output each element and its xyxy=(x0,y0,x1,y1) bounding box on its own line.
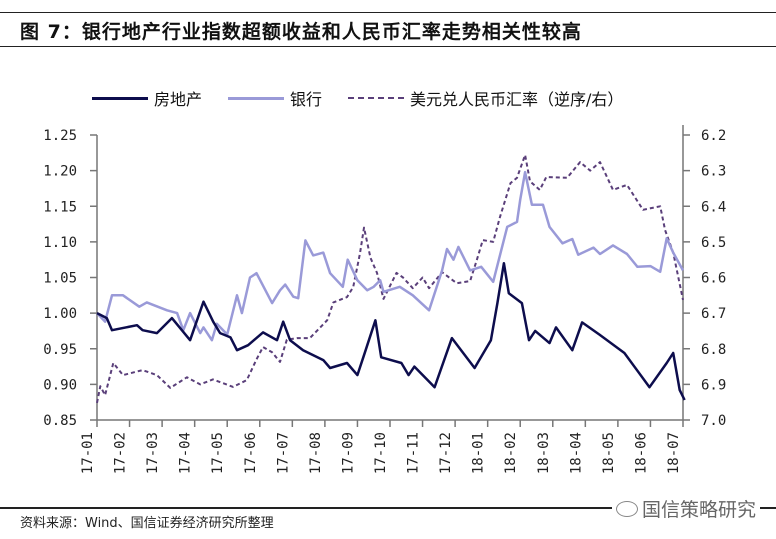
x-tick-label: 17-01 xyxy=(80,432,96,474)
x-tick-label: 17-06 xyxy=(243,432,259,474)
footer-rule xyxy=(0,507,776,509)
x-tick-label: 18-01 xyxy=(471,432,487,474)
left-tick-label: 1.00 xyxy=(43,306,77,322)
x-tick-label: 18-05 xyxy=(601,432,617,474)
left-tick-label: 1.15 xyxy=(43,199,77,215)
right-tick-label: 6.2 xyxy=(701,128,726,144)
legend-label-fx: 美元兑人民币汇率（逆序/右） xyxy=(410,90,624,109)
left-tick-label: 1.20 xyxy=(43,164,77,180)
x-tick-label: 17-05 xyxy=(210,432,226,474)
right-tick-label: 7.0 xyxy=(701,413,726,429)
x-tick-label: 18-04 xyxy=(568,432,584,474)
x-tick-label: 18-06 xyxy=(633,432,649,474)
right-tick-label: 6.6 xyxy=(701,271,726,287)
watermark-text: 国信策略研究 xyxy=(642,499,757,521)
right-tick-label: 6.8 xyxy=(701,342,726,358)
x-tick-label: 18-07 xyxy=(666,432,682,474)
x-tick-label: 17-04 xyxy=(178,432,194,474)
x-tick-label: 17-09 xyxy=(340,432,356,474)
right-tick-label: 6.5 xyxy=(701,235,726,251)
right-tick-label: 6.7 xyxy=(701,306,726,322)
wechat-icon xyxy=(616,500,638,517)
x-tick-label: 17-12 xyxy=(438,432,454,474)
x-tick-label: 18-03 xyxy=(536,432,552,474)
x-tick-label: 17-03 xyxy=(145,432,161,474)
x-tick-label: 18-02 xyxy=(503,432,519,474)
left-tick-label: 0.90 xyxy=(43,377,77,393)
left-tick-label: 1.05 xyxy=(43,271,77,287)
legend-item-realestate: 房地产 xyxy=(92,86,202,110)
series-line-fx xyxy=(96,154,684,404)
legend-swatch-bank xyxy=(228,96,285,100)
legend: 房地产 银行 美元兑人民币汇率（逆序/右） xyxy=(92,86,649,110)
series-line-realestate xyxy=(96,261,686,401)
left-tick-label: 0.95 xyxy=(43,342,77,358)
right-tick-label: 6.9 xyxy=(701,377,726,393)
left-tick-label: 0.85 xyxy=(43,413,77,429)
legend-swatch-realestate xyxy=(92,96,148,100)
legend-item-bank: 银行 xyxy=(228,86,322,110)
left-tick-label: 1.25 xyxy=(43,128,77,144)
legend-label-bank: 银行 xyxy=(290,90,323,109)
legend-swatch-fx xyxy=(348,97,405,99)
source-note: 资料来源：Wind、国信证券经济研究所整理 xyxy=(20,516,274,531)
x-tick-label: 17-10 xyxy=(373,432,389,474)
x-tick-label: 17-08 xyxy=(308,432,324,474)
chart-title: 图 7：银行地产行业指数超额收益和人民币汇率走势相关性较高 xyxy=(20,21,582,43)
title-top-rule xyxy=(0,12,776,13)
legend-label-realestate: 房地产 xyxy=(154,90,203,109)
x-tick-label: 17-07 xyxy=(275,432,291,474)
x-tick-label: 17-11 xyxy=(406,432,422,474)
title-bottom-rule xyxy=(0,46,776,47)
left-tick-label: 1.10 xyxy=(43,235,77,251)
x-tick-label: 17-02 xyxy=(113,432,129,474)
series-line-bank xyxy=(96,170,685,342)
right-tick-label: 6.4 xyxy=(701,199,726,215)
legend-item-fx: 美元兑人民币汇率（逆序/右） xyxy=(348,86,623,110)
right-tick-label: 6.3 xyxy=(701,164,726,180)
watermark: 国信策略研究 xyxy=(612,495,761,522)
